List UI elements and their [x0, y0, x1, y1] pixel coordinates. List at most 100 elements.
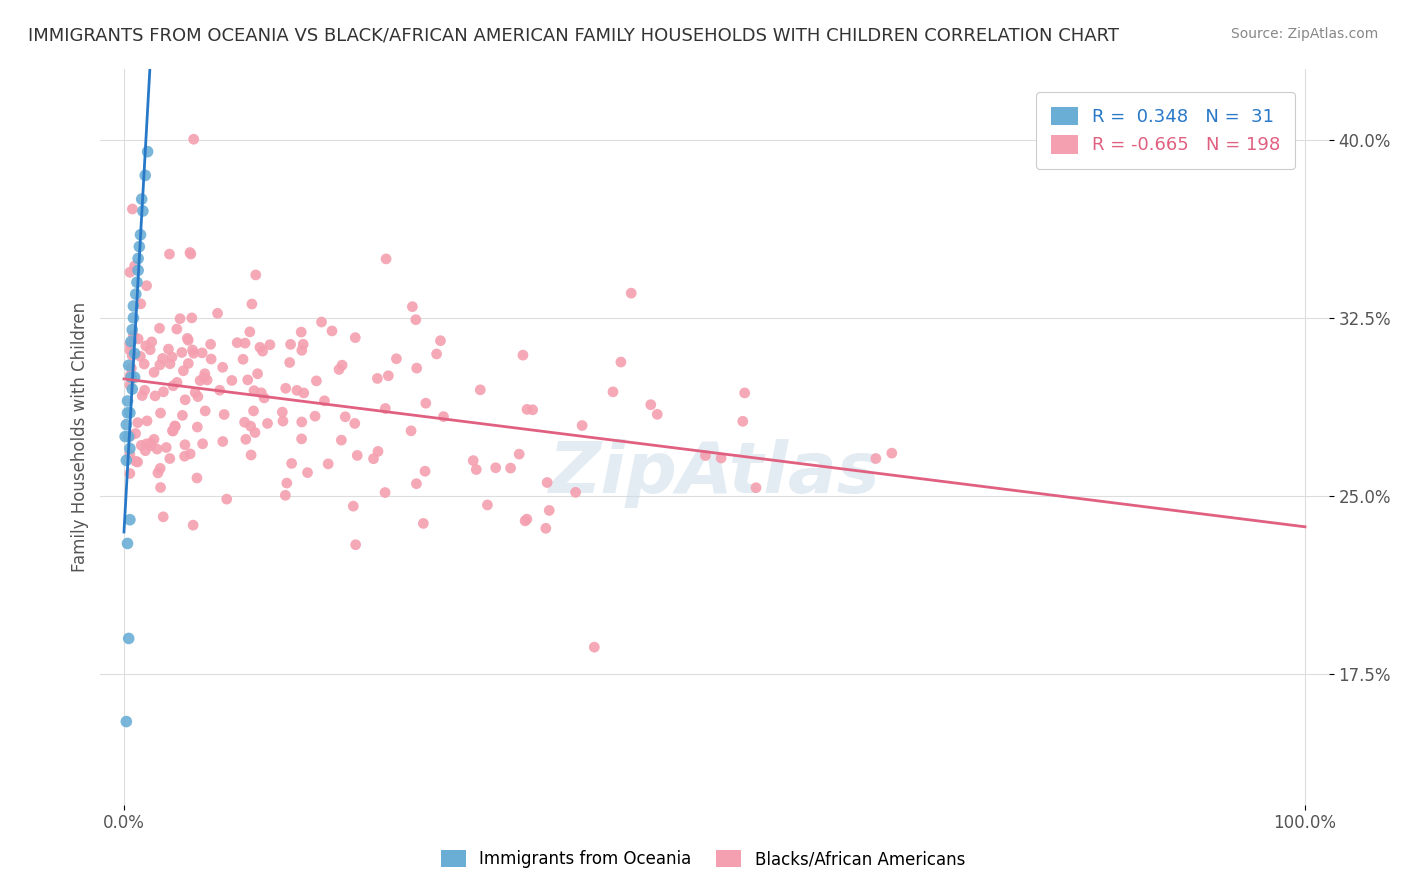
- Point: [385, 351, 408, 366]
- Point: [695, 449, 717, 463]
- Point: [174, 392, 197, 407]
- Point: [304, 409, 326, 424]
- Point: [463, 453, 485, 467]
- Point: [159, 451, 181, 466]
- Point: [534, 521, 557, 535]
- Point: [226, 335, 249, 350]
- Point: [429, 334, 451, 348]
- Point: [374, 401, 396, 416]
- Legend: Immigrants from Oceania, Blacks/African Americans: Immigrants from Oceania, Blacks/African …: [434, 843, 972, 875]
- Point: [880, 446, 903, 460]
- Point: [377, 368, 399, 383]
- Point: [139, 343, 162, 357]
- Point: [118, 359, 141, 373]
- Point: [200, 352, 222, 367]
- Point: [149, 406, 172, 420]
- Point: [118, 513, 141, 527]
- Point: [152, 384, 174, 399]
- Point: [162, 424, 184, 438]
- Point: [314, 393, 336, 408]
- Point: [344, 331, 367, 345]
- Point: [157, 342, 180, 356]
- Point: [620, 286, 643, 301]
- Point: [344, 538, 367, 552]
- Point: [564, 485, 586, 500]
- Point: [172, 364, 194, 378]
- Point: [146, 466, 169, 480]
- Point: [375, 252, 398, 266]
- Point: [470, 383, 492, 397]
- Point: [285, 384, 308, 398]
- Y-axis label: Family Households with Children: Family Households with Children: [72, 301, 89, 572]
- Legend: R =  0.348   N =  31, R = -0.665   N = 198: R = 0.348 N = 31, R = -0.665 N = 198: [1036, 92, 1295, 169]
- Point: [118, 378, 141, 392]
- Point: [240, 448, 263, 462]
- Point: [152, 509, 174, 524]
- Text: IMMIGRANTS FROM OCEANIA VS BLACK/AFRICAN AMERICAN FAMILY HOUSEHOLDS WITH CHILDRE: IMMIGRANTS FROM OCEANIA VS BLACK/AFRICAN…: [28, 27, 1119, 45]
- Point: [149, 358, 172, 372]
- Point: [215, 492, 238, 507]
- Point: [173, 449, 195, 463]
- Point: [305, 374, 328, 388]
- Point: [121, 382, 143, 396]
- Point: [127, 252, 149, 266]
- Point: [193, 370, 215, 384]
- Point: [118, 337, 141, 351]
- Point: [179, 245, 201, 260]
- Point: [127, 332, 149, 346]
- Point: [118, 447, 141, 461]
- Point: [249, 340, 271, 354]
- Point: [166, 322, 188, 336]
- Point: [252, 344, 274, 359]
- Point: [274, 381, 297, 395]
- Point: [169, 311, 191, 326]
- Point: [121, 349, 143, 363]
- Point: [412, 516, 434, 531]
- Point: [160, 350, 183, 364]
- Point: [194, 367, 217, 381]
- Point: [152, 351, 174, 366]
- Point: [184, 385, 207, 400]
- Point: [571, 418, 593, 433]
- Point: [211, 434, 233, 449]
- Point: [432, 409, 454, 424]
- Point: [146, 442, 169, 456]
- Point: [291, 343, 314, 358]
- Point: [256, 417, 278, 431]
- Point: [195, 373, 218, 387]
- Point: [135, 437, 157, 451]
- Point: [271, 414, 294, 428]
- Point: [187, 390, 209, 404]
- Point: [134, 357, 156, 371]
- Point: [118, 265, 141, 279]
- Point: [232, 352, 254, 367]
- Point: [118, 429, 141, 443]
- Point: [208, 383, 231, 397]
- Point: [143, 389, 166, 403]
- Point: [499, 461, 522, 475]
- Point: [162, 378, 184, 392]
- Point: [128, 239, 150, 253]
- Point: [165, 419, 187, 434]
- Point: [246, 367, 269, 381]
- Point: [127, 263, 149, 277]
- Point: [363, 451, 385, 466]
- Point: [120, 334, 142, 349]
- Point: [239, 325, 262, 339]
- Point: [405, 476, 427, 491]
- Point: [413, 464, 436, 478]
- Point: [132, 204, 155, 219]
- Point: [177, 333, 200, 347]
- Point: [508, 447, 530, 461]
- Point: [200, 337, 222, 351]
- Point: [136, 414, 159, 428]
- Point: [399, 424, 422, 438]
- Point: [139, 436, 162, 450]
- Point: [731, 414, 754, 428]
- Point: [335, 409, 357, 424]
- Point: [170, 345, 193, 359]
- Point: [522, 402, 544, 417]
- Point: [125, 287, 148, 301]
- Point: [181, 518, 204, 533]
- Point: [121, 202, 143, 216]
